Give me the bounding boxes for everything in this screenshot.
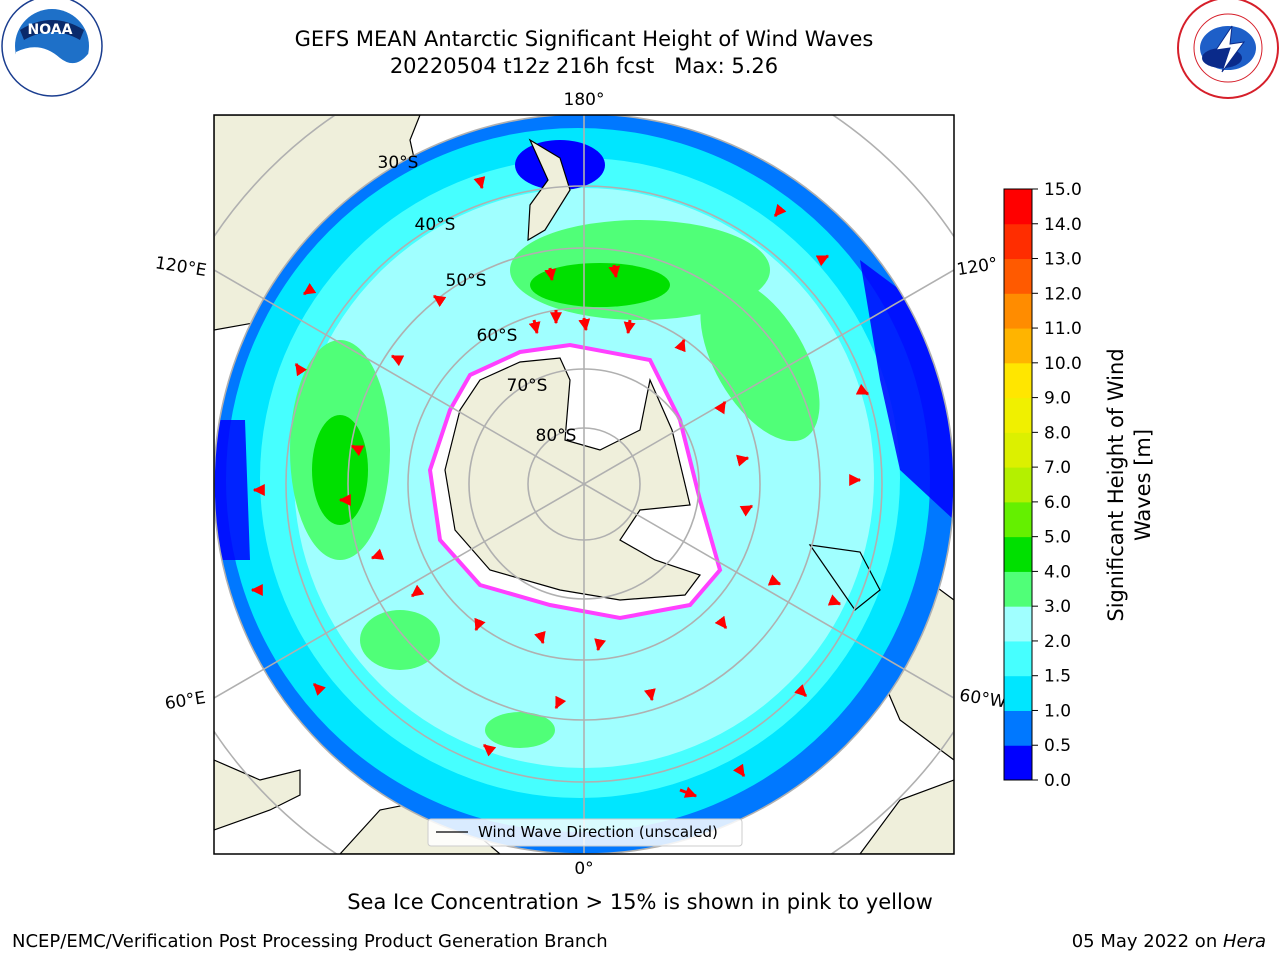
- colorbar-tick-label: 7.0: [1044, 458, 1071, 478]
- colorbar-tick-label: 5.0: [1044, 528, 1071, 548]
- map-legend-label: Wind Wave Direction (unscaled): [478, 823, 718, 841]
- colorbar-tick-label: 4.0: [1044, 562, 1071, 582]
- lon-label-top: 180°: [564, 90, 605, 110]
- colorbar-segment: [1004, 571, 1032, 607]
- colorbar-segment: [1004, 710, 1032, 746]
- colorbar-tick-label: 10.0: [1044, 354, 1082, 374]
- lon-label-right-lower: 60°W: [958, 686, 1008, 713]
- colorbar-label-line1: Significant Height of Wind: [1104, 348, 1128, 621]
- noaa-logo-text: NOAA: [28, 22, 73, 38]
- colorbar-tick-label: 3.0: [1044, 597, 1071, 617]
- colorbar-tick-label: 11.0: [1044, 319, 1082, 339]
- map-legend: Wind Wave Direction (unscaled): [427, 818, 743, 847]
- lat-label-50s: 50°S: [446, 271, 487, 291]
- lon-label-right-upper: 120°: [955, 254, 999, 280]
- colorbar-segment: [1004, 536, 1032, 572]
- colorbar-segment: [1004, 501, 1032, 538]
- sea-ice-note: Sea Ice Concentration > 15% is shown in …: [347, 890, 933, 914]
- latitude-labels: 30°S 40°S 50°S 60°S 70°S 80°S: [378, 153, 577, 446]
- title-line2: 20220504 t12z 216h fcst Max: 5.26: [389, 54, 779, 78]
- colorbar-tick-label: 15.0: [1044, 180, 1082, 200]
- colorbar-segment: [1004, 293, 1032, 329]
- colorbar-label-line2: Waves [m]: [1131, 429, 1155, 541]
- colorbar: 0.0 0.5 1.0 1.5 2.0 3.0 4.0 5.0 6.0 7.0 8.0 9.0 10.0…: [1003, 180, 1082, 791]
- graticule: [214, 115, 954, 854]
- lon-label-bottom: 0°: [574, 859, 593, 879]
- map-frame: [213, 114, 955, 855]
- lon-label-left-lower: 60°E: [163, 688, 207, 714]
- colorbar-tick-label: 1.5: [1044, 667, 1071, 687]
- colorbar-tick-label: 1.0: [1044, 701, 1071, 721]
- colorbar-segment: [1004, 675, 1032, 711]
- footer-right: 05 May 2022 on Hera: [1072, 931, 1266, 952]
- noaa-logo: NOAA: [1, 0, 103, 97]
- wind-wave-arrows: [250, 176, 870, 798]
- colorbar-segment: [1004, 328, 1032, 364]
- colorbar-segment: [1004, 258, 1032, 294]
- colorbar-tick-label: 0.5: [1044, 736, 1071, 756]
- footer-date: 05 May 2022 on: [1071, 931, 1223, 952]
- colorbar-tick-label: 12.0: [1044, 284, 1082, 304]
- colorbar-segment: [1004, 397, 1032, 433]
- colorbar-frame: [1003, 188, 1033, 781]
- antarctica: [444, 138, 881, 611]
- footer-host: Hera: [1222, 931, 1266, 952]
- lat-label-30s: 30°S: [378, 153, 419, 173]
- map-panel: [214, 115, 954, 854]
- figure-title: GEFS MEAN Antarctic Significant Height o…: [0, 26, 1168, 80]
- colorbar-tick-label: 13.0: [1044, 250, 1082, 270]
- colorbar-segment: [1004, 606, 1032, 642]
- colorbar-segment: [1004, 223, 1032, 260]
- lat-label-80s: 80°S: [536, 426, 577, 446]
- colorbar-segment: [1004, 467, 1032, 503]
- colorbar-segment: [1004, 362, 1032, 399]
- colorbar-tick-label: 2.0: [1044, 632, 1071, 652]
- colorbar-tick-label: 9.0: [1044, 389, 1071, 409]
- colorbar-tick-label: 14.0: [1044, 215, 1082, 235]
- colorbar-tick-label: 0.0: [1044, 771, 1071, 791]
- colorbar-tick-label: 6.0: [1044, 493, 1071, 513]
- lon-label-left-upper: 120°E: [154, 253, 208, 281]
- colorbar-segment: [1004, 432, 1032, 468]
- colorbar-tick-label: 8.0: [1044, 423, 1071, 443]
- colorbar-segment: [1004, 189, 1032, 225]
- lat-label-60s: 60°S: [477, 326, 518, 346]
- nws-logo: [1177, 0, 1279, 99]
- lat-label-40s: 40°S: [415, 215, 456, 235]
- lat-label-70s: 70°S: [507, 376, 548, 396]
- colorbar-segment: [1004, 640, 1032, 677]
- title-line1: GEFS MEAN Antarctic Significant Height o…: [294, 27, 874, 51]
- footer-left: NCEP/EMC/Verification Post Processing Pr…: [12, 931, 608, 952]
- colorbar-segment: [1004, 745, 1032, 781]
